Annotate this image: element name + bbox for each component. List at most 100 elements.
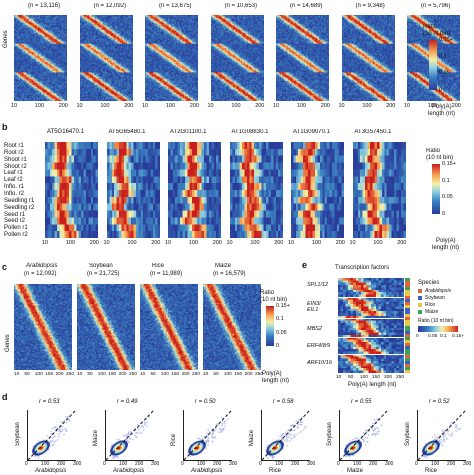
panel-b-x-tick: 200 [89, 240, 99, 246]
panel-b-row-label: Pollen r1 [4, 225, 28, 232]
panel-c-xlabel-line1: Poly(A) [262, 371, 282, 377]
panel-d-point [366, 436, 369, 439]
panel-d-x-tick: 100 [197, 461, 206, 467]
panel-a-x-tick: 100 [427, 103, 438, 109]
panel-a-heatmap [276, 15, 329, 101]
panel-a-colorbar-tick: 0.05 [439, 70, 450, 77]
panel-d-point [206, 437, 209, 440]
panel-d-point [220, 416, 223, 419]
panel-c-x-tick: 100 [223, 372, 232, 377]
panel-d-point [58, 433, 60, 436]
panel-d-point [129, 430, 132, 433]
panel-d-point [140, 425, 143, 427]
panel-b-x-tick: 100 [250, 240, 260, 246]
panel-b-gene-title: AT1G09070.1 [293, 129, 330, 135]
panel-d-point [211, 435, 214, 438]
panel-d-point [65, 415, 68, 418]
panel-d-point [455, 430, 458, 433]
panel-d-x-tick: 200 [291, 461, 300, 467]
panel-a-sample-n: (n = 5,796) [421, 3, 451, 9]
panel-c-species-n: (n = 16,579) [213, 271, 246, 277]
panel-d-point [145, 425, 148, 428]
panel-c-x-tick: 150 [45, 372, 54, 377]
panel-c-x-tick: 10 [14, 372, 20, 377]
panel-d-r-value: r = 0.58 [273, 399, 294, 405]
panel-d-point [444, 432, 447, 435]
panel-d-xlabel: Arabidopsis [35, 468, 67, 474]
panel-a-x-tick: 100 [165, 103, 176, 109]
panel-b-x-tick: 100 [188, 240, 199, 246]
panel-a-colorbar-subtitle: (10 nt bin) [423, 31, 451, 37]
panel-d-point [211, 432, 213, 435]
panel-d-point [58, 435, 60, 438]
panel-e-x-tick: 10 [336, 375, 342, 380]
panel-e-species-legend-title: Species [418, 280, 440, 286]
panel-d-point [136, 427, 139, 430]
panel-d-point [112, 457, 115, 460]
panel-d-point [54, 425, 56, 428]
panel-c-x-tick: 50 [87, 372, 93, 377]
panel-d-point [205, 442, 208, 445]
panel-d-point [352, 454, 355, 457]
panel-b-x-tick: 100 [373, 240, 383, 246]
panel-d-point [303, 426, 306, 429]
panel-d-point [374, 427, 376, 430]
panel-d-point [52, 439, 54, 442]
panel-d-scatter-svg [184, 410, 232, 460]
panel-c-x-tick: 200 [118, 372, 127, 377]
panel-c-x-tick: 50 [24, 372, 30, 377]
panel-d-point [135, 431, 137, 434]
panel-d-x-tick: 100 [275, 461, 284, 467]
panel-d-point [53, 441, 56, 444]
panel-d-point [142, 426, 145, 429]
panel-d-point [223, 422, 226, 425]
panel-c-letter: c [2, 262, 8, 272]
panel-d-scatter-svg [28, 410, 76, 460]
panel-b-row-label: Inflo. r1 [4, 184, 25, 191]
panel-d-point [454, 424, 457, 426]
panel-b-x-tick: 100 [127, 240, 137, 246]
panel-d-point [353, 437, 356, 440]
panel-d-point [206, 432, 208, 435]
panel-c-x-tick: 50 [150, 372, 156, 377]
panel-d-point [440, 438, 443, 441]
panel-d-x-tick: 200 [57, 461, 66, 467]
panel-d-point [50, 430, 52, 433]
panel-a-heatmap [79, 15, 133, 101]
panel-d-point [295, 420, 297, 423]
panel-d-x-tick: 200 [135, 461, 144, 467]
panel-d-point [37, 457, 40, 460]
panel-c-x-tick: 250 [192, 372, 201, 377]
panel-c-species-name: Rice [152, 263, 165, 269]
panel-c-x-tick: 10 [77, 372, 83, 377]
panel-b-heatmap [352, 142, 406, 238]
panel-b-row-label: Root r1 [4, 143, 24, 149]
panel-d-point [374, 434, 377, 437]
panel-b-xlabel-line2: length (nt) [432, 245, 460, 251]
panel-d-point [298, 423, 301, 426]
panel-d-point [371, 434, 373, 436]
panel-d-point [68, 419, 71, 422]
panel-d-point [126, 434, 128, 437]
panel-d-point [362, 431, 365, 434]
panel-a-colorbar-title: Ratio [423, 24, 438, 30]
panel-d-xlabel: Arabidopsis [113, 468, 145, 474]
panel-d-point [349, 440, 352, 442]
panel-d-point [219, 428, 222, 431]
panel-d-point [208, 430, 211, 433]
panel-d-point [63, 433, 65, 436]
panel-d-x-tick: 0 [103, 461, 106, 467]
panel-d-point [47, 449, 50, 451]
panel-d-ylabel: Soybean [327, 422, 333, 446]
panel-d-point [61, 430, 64, 433]
panel-b-x-tick: 10 [349, 240, 356, 246]
panel-d-point [63, 419, 66, 422]
panel-b-colorbar-tick: 0.15+ [442, 161, 456, 167]
panel-b-x-tick: 10 [226, 240, 233, 246]
panel-d-point [445, 438, 448, 440]
panel-d-point [291, 433, 294, 436]
panel-d-point [214, 435, 216, 438]
panel-a-sample-n: (n = 9,348) [355, 3, 385, 9]
panel-d-point [437, 435, 439, 438]
panel-e-species-swatch [418, 289, 422, 293]
